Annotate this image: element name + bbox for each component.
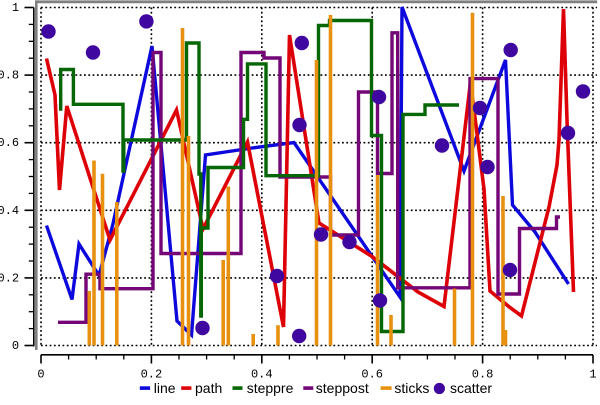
svg-text:0.8: 0.8 [0,69,19,83]
svg-text:steppre: steppre [247,380,294,396]
svg-text:0: 0 [12,339,19,353]
svg-text:scatter: scatter [450,380,492,396]
svg-text:path: path [195,380,222,396]
svg-text:0.4: 0.4 [251,367,273,381]
svg-text:steppost: steppost [316,380,369,396]
svg-text:0: 0 [37,367,44,381]
svg-text:sticks: sticks [394,380,429,396]
svg-text:0.2: 0.2 [0,271,19,285]
svg-text:line: line [154,380,176,396]
svg-text:0.8: 0.8 [472,367,494,381]
svg-text:0.2: 0.2 [141,367,163,381]
svg-text:0.4: 0.4 [0,204,19,218]
svg-text:1: 1 [589,367,596,381]
svg-text:1: 1 [12,1,19,15]
svg-text:0.6: 0.6 [0,136,19,150]
svg-text:0.6: 0.6 [361,367,383,381]
